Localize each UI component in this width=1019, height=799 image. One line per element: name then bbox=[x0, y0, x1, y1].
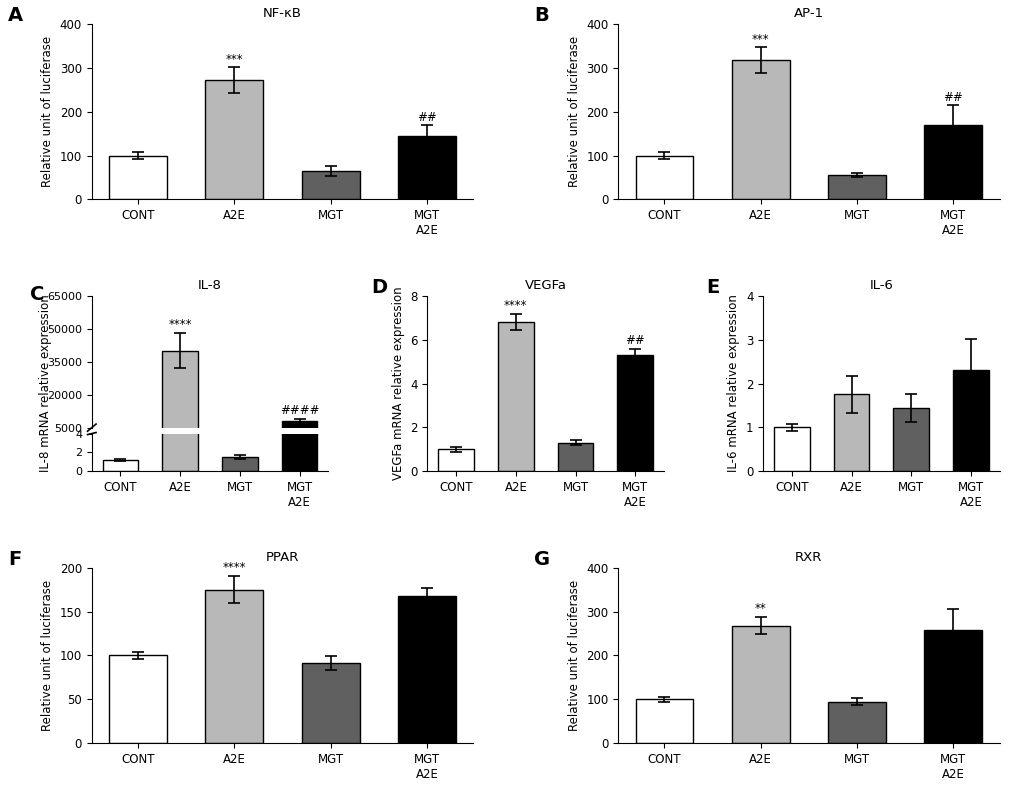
Title: VEGFa: VEGFa bbox=[524, 279, 567, 292]
Text: ##: ## bbox=[417, 111, 436, 124]
Title: AP-1: AP-1 bbox=[793, 7, 823, 20]
Text: ****: **** bbox=[222, 561, 246, 574]
Bar bbox=[205, 590, 263, 743]
Text: IL-8 mRNA relative expression: IL-8 mRNA relative expression bbox=[40, 295, 52, 472]
Y-axis label: Relative unit of luciferase: Relative unit of luciferase bbox=[41, 580, 54, 731]
Y-axis label: Relative unit of luciferase: Relative unit of luciferase bbox=[41, 36, 54, 187]
Bar bbox=[397, 596, 455, 743]
Y-axis label: VEGFa mRNA relative expression: VEGFa mRNA relative expression bbox=[391, 287, 405, 480]
Bar bbox=[923, 125, 981, 200]
Text: ##: ## bbox=[625, 334, 644, 348]
Bar bbox=[616, 355, 652, 471]
Bar bbox=[557, 443, 593, 471]
Bar bbox=[731, 626, 789, 743]
Bar bbox=[773, 427, 809, 471]
Bar bbox=[497, 322, 533, 471]
Bar bbox=[281, 0, 317, 471]
Title: IL-6: IL-6 bbox=[868, 279, 893, 292]
Text: E: E bbox=[706, 278, 719, 297]
Bar bbox=[205, 80, 263, 200]
Text: ****: **** bbox=[503, 300, 527, 312]
Bar bbox=[222, 457, 258, 471]
Text: A: A bbox=[8, 6, 23, 26]
Bar bbox=[952, 371, 987, 471]
Bar bbox=[635, 699, 693, 743]
Title: IL-8: IL-8 bbox=[198, 279, 222, 292]
Text: ****: **** bbox=[168, 318, 192, 331]
Bar bbox=[302, 663, 360, 743]
Title: NF-κB: NF-κB bbox=[263, 7, 302, 20]
Title: RXR: RXR bbox=[795, 551, 821, 564]
Bar bbox=[109, 156, 167, 200]
Bar bbox=[397, 136, 455, 200]
Text: D: D bbox=[370, 278, 386, 297]
Bar bbox=[923, 630, 981, 743]
Bar bbox=[893, 407, 928, 471]
Bar bbox=[103, 460, 139, 471]
Text: **: ** bbox=[754, 602, 766, 615]
Text: ##: ## bbox=[943, 91, 962, 104]
Bar bbox=[281, 421, 317, 439]
Bar bbox=[635, 156, 693, 200]
Y-axis label: Relative unit of luciferase: Relative unit of luciferase bbox=[568, 36, 580, 187]
Bar bbox=[109, 655, 167, 743]
Y-axis label: Relative unit of luciferase: Relative unit of luciferase bbox=[568, 580, 580, 731]
Y-axis label: IL-6 mRNA relative expression: IL-6 mRNA relative expression bbox=[727, 295, 740, 472]
Text: B: B bbox=[534, 6, 548, 26]
Text: F: F bbox=[8, 551, 21, 569]
Bar bbox=[162, 0, 198, 471]
Bar bbox=[833, 395, 868, 471]
Bar bbox=[302, 171, 360, 200]
Text: ***: *** bbox=[225, 53, 243, 66]
Text: ####: #### bbox=[279, 404, 319, 417]
Bar bbox=[827, 702, 886, 743]
Text: ***: *** bbox=[751, 33, 768, 46]
Bar bbox=[827, 175, 886, 200]
Bar bbox=[438, 449, 474, 471]
Text: C: C bbox=[31, 285, 45, 304]
Text: G: G bbox=[534, 551, 550, 569]
Bar bbox=[162, 351, 198, 439]
Bar bbox=[731, 60, 789, 200]
Title: PPAR: PPAR bbox=[266, 551, 299, 564]
